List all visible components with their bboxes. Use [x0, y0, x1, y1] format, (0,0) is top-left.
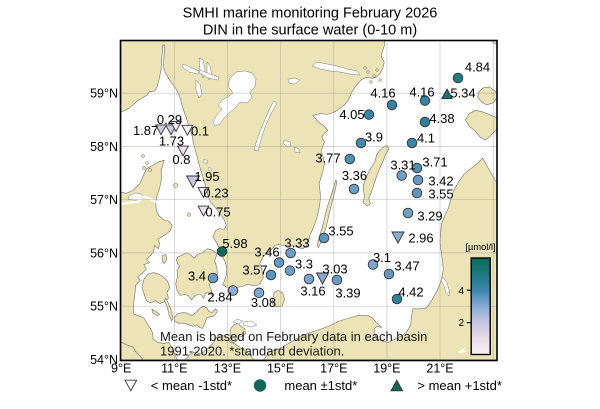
svg-text:SMHI marine monitoring Februar: SMHI marine monitoring February 2026 [183, 6, 438, 22]
svg-text:4.1: 4.1 [417, 131, 435, 146]
svg-text:58°N: 58°N [90, 140, 118, 154]
svg-text:1991-2020. *standard deviation: 1991-2020. *standard deviation. [160, 344, 344, 359]
svg-text:4.16: 4.16 [409, 85, 434, 100]
svg-text:5.98: 5.98 [222, 236, 247, 251]
svg-text:4.16: 4.16 [370, 86, 395, 101]
svg-text:3.4: 3.4 [188, 269, 206, 284]
svg-text:3.03: 3.03 [322, 262, 347, 277]
svg-text:3.39: 3.39 [335, 286, 360, 301]
svg-text:55°N: 55°N [90, 300, 118, 314]
svg-text:3.1: 3.1 [373, 250, 391, 265]
svg-text:57°N: 57°N [90, 193, 118, 207]
svg-text:3.71: 3.71 [422, 155, 447, 170]
svg-text:1.95: 1.95 [194, 169, 219, 184]
svg-text:2.96: 2.96 [408, 231, 433, 246]
svg-text:11°E: 11°E [161, 362, 187, 376]
svg-text:1.73: 1.73 [159, 134, 184, 149]
svg-text:4.05: 4.05 [339, 107, 364, 122]
svg-text:59°N: 59°N [90, 87, 118, 101]
svg-text:< mean -1std*: < mean -1std* [151, 378, 232, 393]
svg-text:3.9: 3.9 [365, 129, 383, 144]
svg-text:2.84: 2.84 [207, 290, 232, 305]
svg-text:4.38: 4.38 [429, 111, 454, 126]
svg-text:0.29: 0.29 [157, 112, 182, 127]
svg-text:> mean +1std*: > mean +1std* [417, 378, 502, 393]
svg-text:3.29: 3.29 [417, 209, 442, 224]
svg-text:3.46: 3.46 [254, 245, 279, 260]
svg-text:3.33: 3.33 [284, 236, 309, 251]
svg-text:3.77: 3.77 [315, 151, 340, 166]
svg-text:3.42: 3.42 [428, 174, 453, 189]
svg-text:19°E: 19°E [373, 362, 400, 376]
svg-text:2: 2 [458, 318, 464, 329]
svg-text:21°E: 21°E [426, 362, 453, 376]
svg-text:15°E: 15°E [267, 362, 294, 376]
svg-text:0.75: 0.75 [205, 205, 230, 220]
svg-text:0.1: 0.1 [191, 123, 209, 138]
svg-text:3.3: 3.3 [295, 257, 313, 272]
svg-text:5.34: 5.34 [450, 86, 475, 101]
svg-text:3.16: 3.16 [300, 284, 325, 299]
svg-text:4.84: 4.84 [465, 60, 490, 75]
svg-text:3.55: 3.55 [328, 224, 353, 239]
svg-text:9°E: 9°E [111, 362, 131, 376]
svg-text:Mean is based on February data: Mean is based on February data in each b… [160, 329, 427, 344]
svg-text:3.36: 3.36 [342, 168, 367, 183]
svg-text:DIN in the surface water (0-10: DIN in the surface water (0-10 m) [203, 23, 417, 39]
svg-text:0.8: 0.8 [172, 152, 190, 167]
svg-text:3.31: 3.31 [390, 158, 415, 173]
svg-text:4.42: 4.42 [398, 285, 423, 300]
svg-text:[µmol/l]: [µmol/l] [465, 242, 495, 252]
svg-text:3.55: 3.55 [428, 187, 453, 202]
svg-text:54°N: 54°N [90, 353, 118, 367]
svg-text:0.23: 0.23 [203, 186, 228, 201]
svg-text:56°N: 56°N [90, 246, 118, 260]
svg-text:1.87: 1.87 [133, 123, 158, 138]
svg-text:3.57: 3.57 [242, 263, 267, 278]
svg-text:3.08: 3.08 [251, 295, 276, 310]
svg-text:mean ±1std*: mean ±1std* [284, 378, 357, 393]
svg-text:13°E: 13°E [214, 362, 241, 376]
svg-text:17°E: 17°E [320, 362, 347, 376]
svg-text:3.47: 3.47 [394, 259, 419, 274]
svg-text:4: 4 [458, 286, 464, 297]
